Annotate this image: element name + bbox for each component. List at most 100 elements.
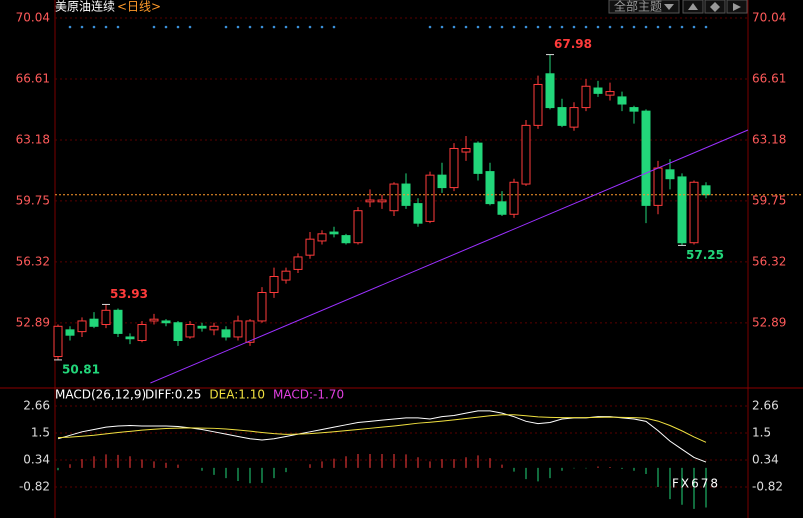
candle-body [509, 181, 519, 215]
y-tick-label: 52.89 [752, 315, 786, 329]
y-tick-label: 0.34 [752, 452, 779, 466]
signal-dot [164, 25, 168, 29]
extreme-label: 67.98 [554, 37, 592, 51]
y-tick-label: 59.75 [16, 193, 50, 207]
signal-dot [80, 25, 84, 29]
legend-label: DEA:1.10 [209, 388, 265, 402]
candle-body [653, 167, 663, 206]
theme-button[interactable] [608, 0, 680, 14]
candle-body [101, 309, 111, 326]
candle-body [701, 185, 711, 196]
candle-body [557, 107, 567, 126]
candle-body [689, 181, 699, 244]
play-icon [733, 3, 741, 11]
candle-body [521, 124, 531, 185]
chart-title: 美原油连续 [55, 0, 115, 14]
candle-body [533, 83, 543, 126]
signal-dot [620, 25, 624, 29]
candle-body [581, 85, 591, 109]
candle-body [293, 256, 303, 270]
signal-dot [308, 25, 312, 29]
watermark: FX678 [672, 477, 720, 491]
candle-body [437, 174, 447, 189]
signal-dot [104, 25, 108, 29]
candle-body [257, 292, 267, 322]
trend-line [150, 129, 749, 384]
dropdown-icon [664, 4, 674, 10]
signal-dot [116, 25, 120, 29]
signal-dot [500, 25, 504, 29]
signal-dot [236, 25, 240, 29]
y-tick-label: -0.82 [752, 480, 783, 494]
candle-body [149, 318, 159, 322]
y-tick-label: 70.04 [752, 10, 786, 24]
chart-subtitle: <日线> [117, 0, 161, 14]
candle-body [605, 91, 615, 96]
candle-body [389, 183, 399, 212]
y-tick-label: 56.32 [16, 254, 50, 268]
signal-dot [224, 25, 228, 29]
signal-dot [560, 25, 564, 29]
y-tick-label: 63.18 [16, 132, 50, 146]
signal-dot [704, 25, 708, 29]
y-tick-label: 0.34 [23, 452, 50, 466]
candle-body [593, 87, 603, 94]
candle-body [89, 318, 99, 327]
extreme-label: 53.93 [110, 287, 148, 301]
signal-dot [512, 25, 516, 29]
candle-body [269, 276, 279, 294]
candle-body [617, 96, 627, 105]
candle-body [281, 270, 291, 281]
candle-body [677, 176, 687, 244]
candle-body [377, 199, 387, 203]
candle-body [53, 325, 63, 358]
candle-body [185, 324, 195, 338]
candle-body [209, 325, 219, 331]
signal-dot [440, 25, 444, 29]
candle-body [641, 110, 651, 206]
signal-dot [584, 25, 588, 29]
candle-body [77, 320, 87, 333]
signal-dot [692, 25, 696, 29]
y-tick-label: 63.18 [752, 132, 786, 146]
candle-body [485, 171, 495, 205]
legend-label: DIFF:0.25 [145, 388, 201, 402]
candle-body [569, 107, 579, 128]
signal-dot [284, 25, 288, 29]
signal-dot [680, 25, 684, 29]
signal-dot [464, 25, 468, 29]
signal-dot [536, 25, 540, 29]
y-tick-label: 2.66 [23, 398, 50, 412]
candle-body [545, 73, 555, 109]
candle-body [161, 320, 171, 324]
signal-dot [632, 25, 636, 29]
candle-body [629, 107, 639, 112]
signal-dot [272, 25, 276, 29]
signal-dot [524, 25, 528, 29]
signal-dot [656, 25, 660, 29]
macd-title: MACD(26,12,9) [55, 388, 146, 402]
candle-body [233, 320, 243, 338]
candle-body [65, 329, 75, 336]
candle-body [497, 201, 507, 215]
signal-dot [296, 25, 300, 29]
candle-body [473, 142, 483, 174]
signal-dot [476, 25, 480, 29]
candle-body [449, 147, 459, 189]
y-tick-label: 70.04 [16, 10, 50, 24]
signal-dot [596, 25, 600, 29]
candle-body [329, 231, 339, 235]
candle-body [125, 336, 135, 340]
signal-dot [608, 25, 612, 29]
candle-body [221, 329, 231, 338]
candle-body [365, 199, 375, 203]
candle-body [353, 210, 363, 244]
up-icon [688, 3, 698, 10]
signal-dot [332, 25, 336, 29]
y-tick-label: 1.5 [31, 425, 50, 439]
y-tick-label: 66.61 [16, 71, 50, 85]
legend-label: MACD:-1.70 [273, 388, 344, 402]
signal-dot [452, 25, 456, 29]
